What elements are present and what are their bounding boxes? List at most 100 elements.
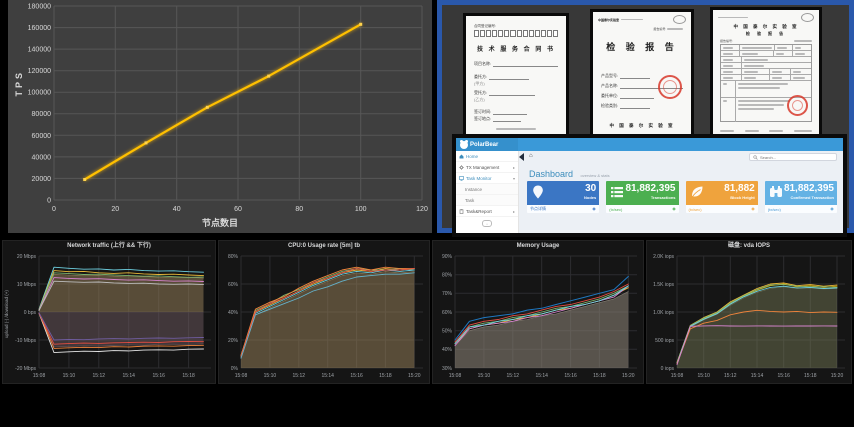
gear-icon[interactable] (592, 207, 597, 211)
block-height-card-footer[interactable]: (tx/sec) (685, 204, 758, 213)
svg-text:10 Mbps: 10 Mbps (17, 282, 37, 288)
sidebar-item-task[interactable]: Task (456, 195, 518, 206)
svg-text:15:18: 15:18 (379, 373, 392, 379)
panel-title[interactable]: 磁盘: vda IOPS (727, 243, 770, 249)
dashboard-header: PolarBear (456, 138, 843, 151)
tps-plot-area: 0 20000 40000 60000 80000 100000 120000 140000 1… (8, 0, 432, 233)
chevron-right-icon: ▸ (512, 208, 515, 214)
svg-text:100: 100 (355, 206, 367, 213)
sidebar-collapse-icon[interactable] (519, 153, 524, 161)
polarbear-dashboard-window: PolarBear Home TX Management ▸ Task Moni… (452, 134, 847, 237)
block-height-value: 81,882 (724, 183, 755, 194)
svg-text:15:08: 15:08 (33, 373, 46, 379)
transactions-value: 81,882,395 (625, 183, 676, 194)
confirmed-transactions-card-footer[interactable]: (tx/sec) (764, 204, 837, 213)
panel-title[interactable]: Memory Usage (516, 243, 560, 249)
svg-text:70%: 70% (442, 291, 453, 297)
lab-footer-name: 中 国 泰 尔 实 验 室 (609, 123, 675, 128)
svg-text:-10 Mbps: -10 Mbps (15, 338, 36, 344)
search-input[interactable] (758, 153, 833, 161)
svg-text:15:20: 15:20 (622, 373, 635, 379)
svg-text:15:16: 15:16 (777, 373, 790, 379)
svg-text:100000: 100000 (28, 90, 51, 97)
svg-text:15:10: 15:10 (264, 373, 277, 379)
list-icon (611, 187, 624, 198)
confirmed-transactions-value: 81,882,395 (783, 183, 834, 194)
map-marker-icon (533, 185, 543, 199)
dashboard-sidebar: Home TX Management ▸ Task Monitor ▾ Inst… (456, 151, 519, 233)
svg-text:15:12: 15:12 (507, 373, 520, 379)
svg-text:50%: 50% (442, 328, 453, 334)
confirmed-transactions-label: Confirmed Transaction (790, 195, 834, 200)
sidebar-item-task-report[interactable]: Task&Report ▸ (456, 206, 518, 217)
report-table (720, 44, 812, 122)
report-field-label: 产品型号: (601, 73, 619, 78)
search-box[interactable] (749, 153, 837, 161)
sidebar-toggle[interactable]: • (482, 220, 492, 227)
app-logo-zone[interactable]: PolarBear (456, 138, 518, 151)
svg-text:40%: 40% (228, 310, 239, 316)
svg-text:15:16: 15:16 (152, 373, 165, 379)
sidebar-item-tx-management[interactable]: TX Management ▸ (456, 162, 518, 173)
svg-text:15:12: 15:12 (293, 373, 306, 379)
svg-text:60%: 60% (442, 310, 453, 316)
cpu-usage-panel: CPU:0 Usage rate [5m] tb 0% 20% 40% 60% 80% 1… (218, 240, 430, 384)
sidebar-item-task-monitor[interactable]: Task Monitor ▾ (456, 173, 518, 184)
leaf-icon (691, 186, 702, 198)
svg-text:20000: 20000 (32, 176, 52, 183)
contract-footer-placeholder (496, 128, 536, 130)
red-seal (787, 95, 808, 116)
svg-text:15:12: 15:12 (93, 373, 106, 379)
network-traffic-panel: Network traffic (上行 && 下行) upload (-) /d… (2, 240, 216, 384)
contract-reg-label: 合同登记编号: (474, 24, 496, 28)
nodes-value: 30 (585, 183, 597, 194)
contract-field-label: 签订地点: (474, 116, 492, 121)
panel-title[interactable]: CPU:0 Usage rate [5m] tb (287, 243, 361, 249)
sidebar-item-home[interactable]: Home (456, 151, 518, 162)
svg-text:15:18: 15:18 (804, 373, 817, 379)
iops-plot-area: 0 iops 500 iops 1.0K iops 1.5K iops 2.0K iop… (647, 252, 851, 383)
svg-text:15:08: 15:08 (235, 373, 248, 379)
tps-line-chart: 0 20000 40000 60000 80000 100000 120000 140000 1… (8, 0, 432, 233)
svg-text:15:10: 15:10 (697, 373, 710, 379)
svg-text:20: 20 (111, 206, 119, 213)
svg-text:120000: 120000 (28, 68, 51, 75)
nodes-card-footer[interactable]: 节点详情 (527, 204, 600, 213)
tps-x-axis-label: 节点数目 (201, 218, 238, 228)
search-icon (753, 154, 758, 160)
svg-text:80%: 80% (228, 254, 239, 260)
svg-text:15:10: 15:10 (478, 373, 491, 379)
svg-text:15:14: 15:14 (321, 373, 334, 379)
report-title: 检 验 报 告 (745, 31, 787, 36)
tps-y-axis-label: TPS (14, 70, 24, 97)
svg-text:500 iops: 500 iops (655, 338, 674, 344)
report-field-label: 委托单位: (601, 93, 619, 98)
binoculars-icon (769, 186, 782, 197)
panel-title[interactable]: Network traffic (上行 && 下行) (67, 243, 151, 249)
contract-field-label: (甲方) (474, 81, 485, 86)
memory-plot-area: 30% 40% 50% 60% 70% 80% 90% 15:08 15:10 15:12 15:1… (433, 252, 643, 383)
sidebar-item-instance[interactable]: Instance (456, 184, 518, 195)
svg-text:15:14: 15:14 (535, 373, 548, 379)
svg-text:1.0K iops: 1.0K iops (653, 310, 674, 316)
gear-icon[interactable] (750, 207, 755, 211)
network-plot-area: 20 Mbps 10 Mbps 0 bps -10 Mbps -20 Mbps 15:08… (3, 252, 215, 383)
svg-text:180000: 180000 (28, 3, 51, 10)
transactions-card-footer[interactable]: (tx/sec) (606, 204, 679, 213)
breadcrumb-home-icon[interactable]: ⌂ (529, 153, 533, 159)
contract-document: 合同登记编号: 技 术 服 务 合 同 书 项目名称: 委托方: (甲方) 受托… (463, 13, 569, 137)
gear-icon[interactable] (830, 207, 834, 211)
app-name: PolarBear (470, 141, 499, 148)
svg-text:140000: 140000 (28, 47, 51, 54)
gear-icon[interactable] (671, 207, 676, 211)
svg-text:20%: 20% (228, 338, 239, 344)
page-title: Dashboard (529, 169, 574, 179)
svg-text:0 iops: 0 iops (661, 366, 675, 372)
report-no-label: 报告编号: (653, 27, 667, 31)
chevron-right-icon: ▸ (512, 164, 515, 170)
inspection-report-cover: 中国泰尔实验室 报告编号: 检 验 报 告 产品型号: 产品名称: 委托单位: … (590, 9, 694, 140)
svg-text:15:20: 15:20 (831, 373, 844, 379)
svg-text:80%: 80% (442, 272, 453, 278)
svg-text:90%: 90% (442, 254, 453, 260)
contract-field-label: (乙方) (474, 97, 485, 102)
